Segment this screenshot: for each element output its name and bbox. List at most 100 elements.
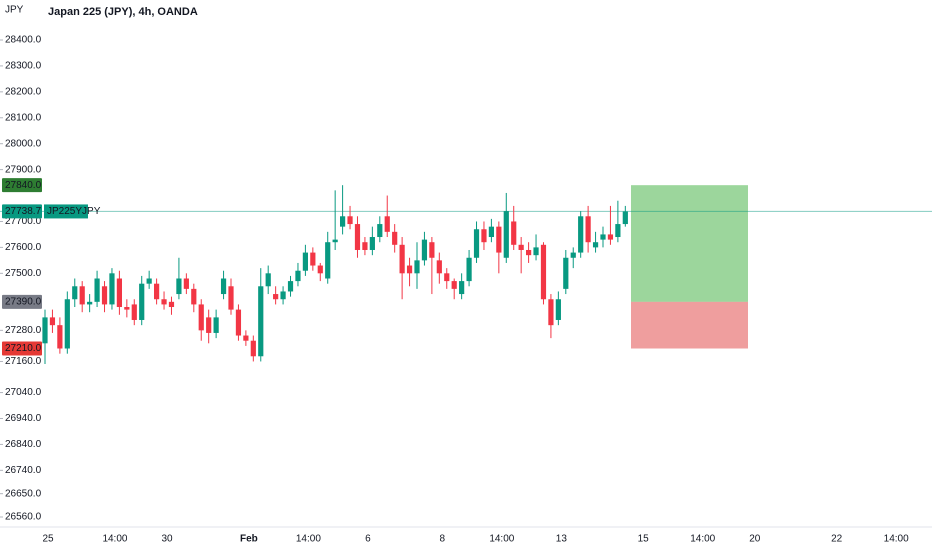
candle-body [235, 309, 242, 336]
chart-title: Japan 225 (JPY), 4h, OANDA [48, 6, 198, 18]
candle-body [79, 286, 85, 305]
candle-body [183, 278, 189, 289]
y-tick-label: 28000.0 [5, 138, 42, 149]
candle-body [258, 286, 264, 357]
currency: JPY [5, 5, 24, 16]
profit-zone [631, 185, 748, 302]
candle-body [436, 260, 442, 274]
candle-body [347, 216, 353, 225]
candle-body [451, 281, 457, 289]
candle-body [540, 244, 547, 300]
y-tick-label: 26650.0 [5, 488, 42, 499]
candle-body [600, 234, 606, 240]
candle-body [273, 294, 279, 300]
price-tag [2, 178, 42, 193]
candle-body [287, 281, 294, 292]
candle-body [563, 257, 569, 289]
candle-body [615, 224, 621, 238]
candle-body [131, 304, 137, 320]
y-tick-label: 27040.0 [5, 387, 42, 398]
candle-body [377, 224, 383, 238]
x-tick-label: 15 [638, 534, 650, 545]
candle-body [302, 252, 308, 271]
candle-body [622, 211, 628, 225]
y-tick-label: 26740.0 [5, 465, 42, 476]
candle-body [488, 226, 494, 238]
candle-body [459, 281, 465, 295]
candle-body [578, 216, 584, 253]
candle-body [466, 257, 472, 282]
candle-body [213, 317, 219, 333]
x-tick-label: 20 [749, 534, 761, 545]
price-tag [2, 341, 42, 356]
candle-body [592, 242, 599, 248]
y-tick-label: 27500.0 [5, 268, 42, 279]
candle-body [116, 278, 122, 308]
candle-body [585, 216, 591, 243]
candle-body [154, 283, 160, 300]
price-tag-label: 27210.0 [5, 343, 42, 354]
candle-body [369, 237, 375, 250]
price-tag-label: 27840.0 [5, 180, 42, 191]
loss-zone [631, 301, 748, 349]
candle-body [340, 216, 346, 227]
candle-body [325, 242, 331, 279]
candle-body [570, 252, 576, 258]
candle-body [310, 252, 316, 266]
candle-body [481, 229, 487, 243]
candle-body [161, 299, 167, 305]
candle-body [421, 239, 428, 261]
candle-body [49, 317, 56, 326]
candle-body [533, 247, 539, 256]
candle-body [526, 249, 532, 256]
x-tick-label: 8 [440, 534, 446, 545]
candle-body [146, 278, 152, 284]
y-tick-label: 26560.0 [5, 512, 42, 523]
candle-body [191, 288, 197, 305]
y-tick-label: 28100.0 [5, 112, 42, 123]
y-tick-label: 26840.0 [5, 439, 42, 450]
symbol-label: JP225YJPY [47, 206, 101, 217]
candle-body [392, 231, 398, 245]
candle-body [280, 291, 286, 300]
candle-body [94, 278, 100, 302]
price-tag [2, 294, 42, 309]
candle-body [42, 317, 48, 344]
y-tick-label: 27600.0 [5, 242, 42, 253]
x-tick-label: 14:00 [102, 534, 127, 545]
candle-body [444, 273, 450, 282]
y-tick-label: 28300.0 [5, 61, 42, 72]
x-tick-label: 14:00 [489, 534, 514, 545]
x-tick-label: 22 [831, 534, 843, 545]
candle-body [332, 239, 338, 243]
candle-body [406, 265, 413, 274]
candle-body [176, 278, 182, 295]
candle-body [317, 265, 323, 274]
candle-body [518, 244, 524, 250]
y-tick-label: 28200.0 [5, 86, 42, 97]
x-tick-label: 14:00 [296, 534, 321, 545]
price-tag-label: 27738.7 [5, 206, 42, 217]
candle-body [220, 278, 227, 295]
candle-body [109, 273, 115, 305]
candle-body [87, 301, 93, 305]
candle-body [384, 216, 390, 232]
y-tick-label: 26940.0 [5, 413, 42, 424]
candle-body [124, 307, 130, 310]
y-tick-label: 27160.0 [5, 356, 42, 367]
candle-body [503, 211, 509, 258]
symbol-tag [44, 204, 88, 219]
x-tick-label: 25 [42, 534, 54, 545]
candle-body [362, 242, 368, 250]
candle-body [473, 229, 480, 258]
candle-body [354, 224, 361, 250]
candle-body [607, 234, 614, 240]
y-tick-label: 27280.0 [5, 325, 42, 336]
x-tick-label: 14:00 [884, 534, 909, 545]
candle-body [399, 244, 405, 274]
candle-body [57, 325, 63, 349]
candle-body [101, 286, 108, 305]
candle-body [548, 299, 554, 326]
candle-body [72, 286, 78, 300]
